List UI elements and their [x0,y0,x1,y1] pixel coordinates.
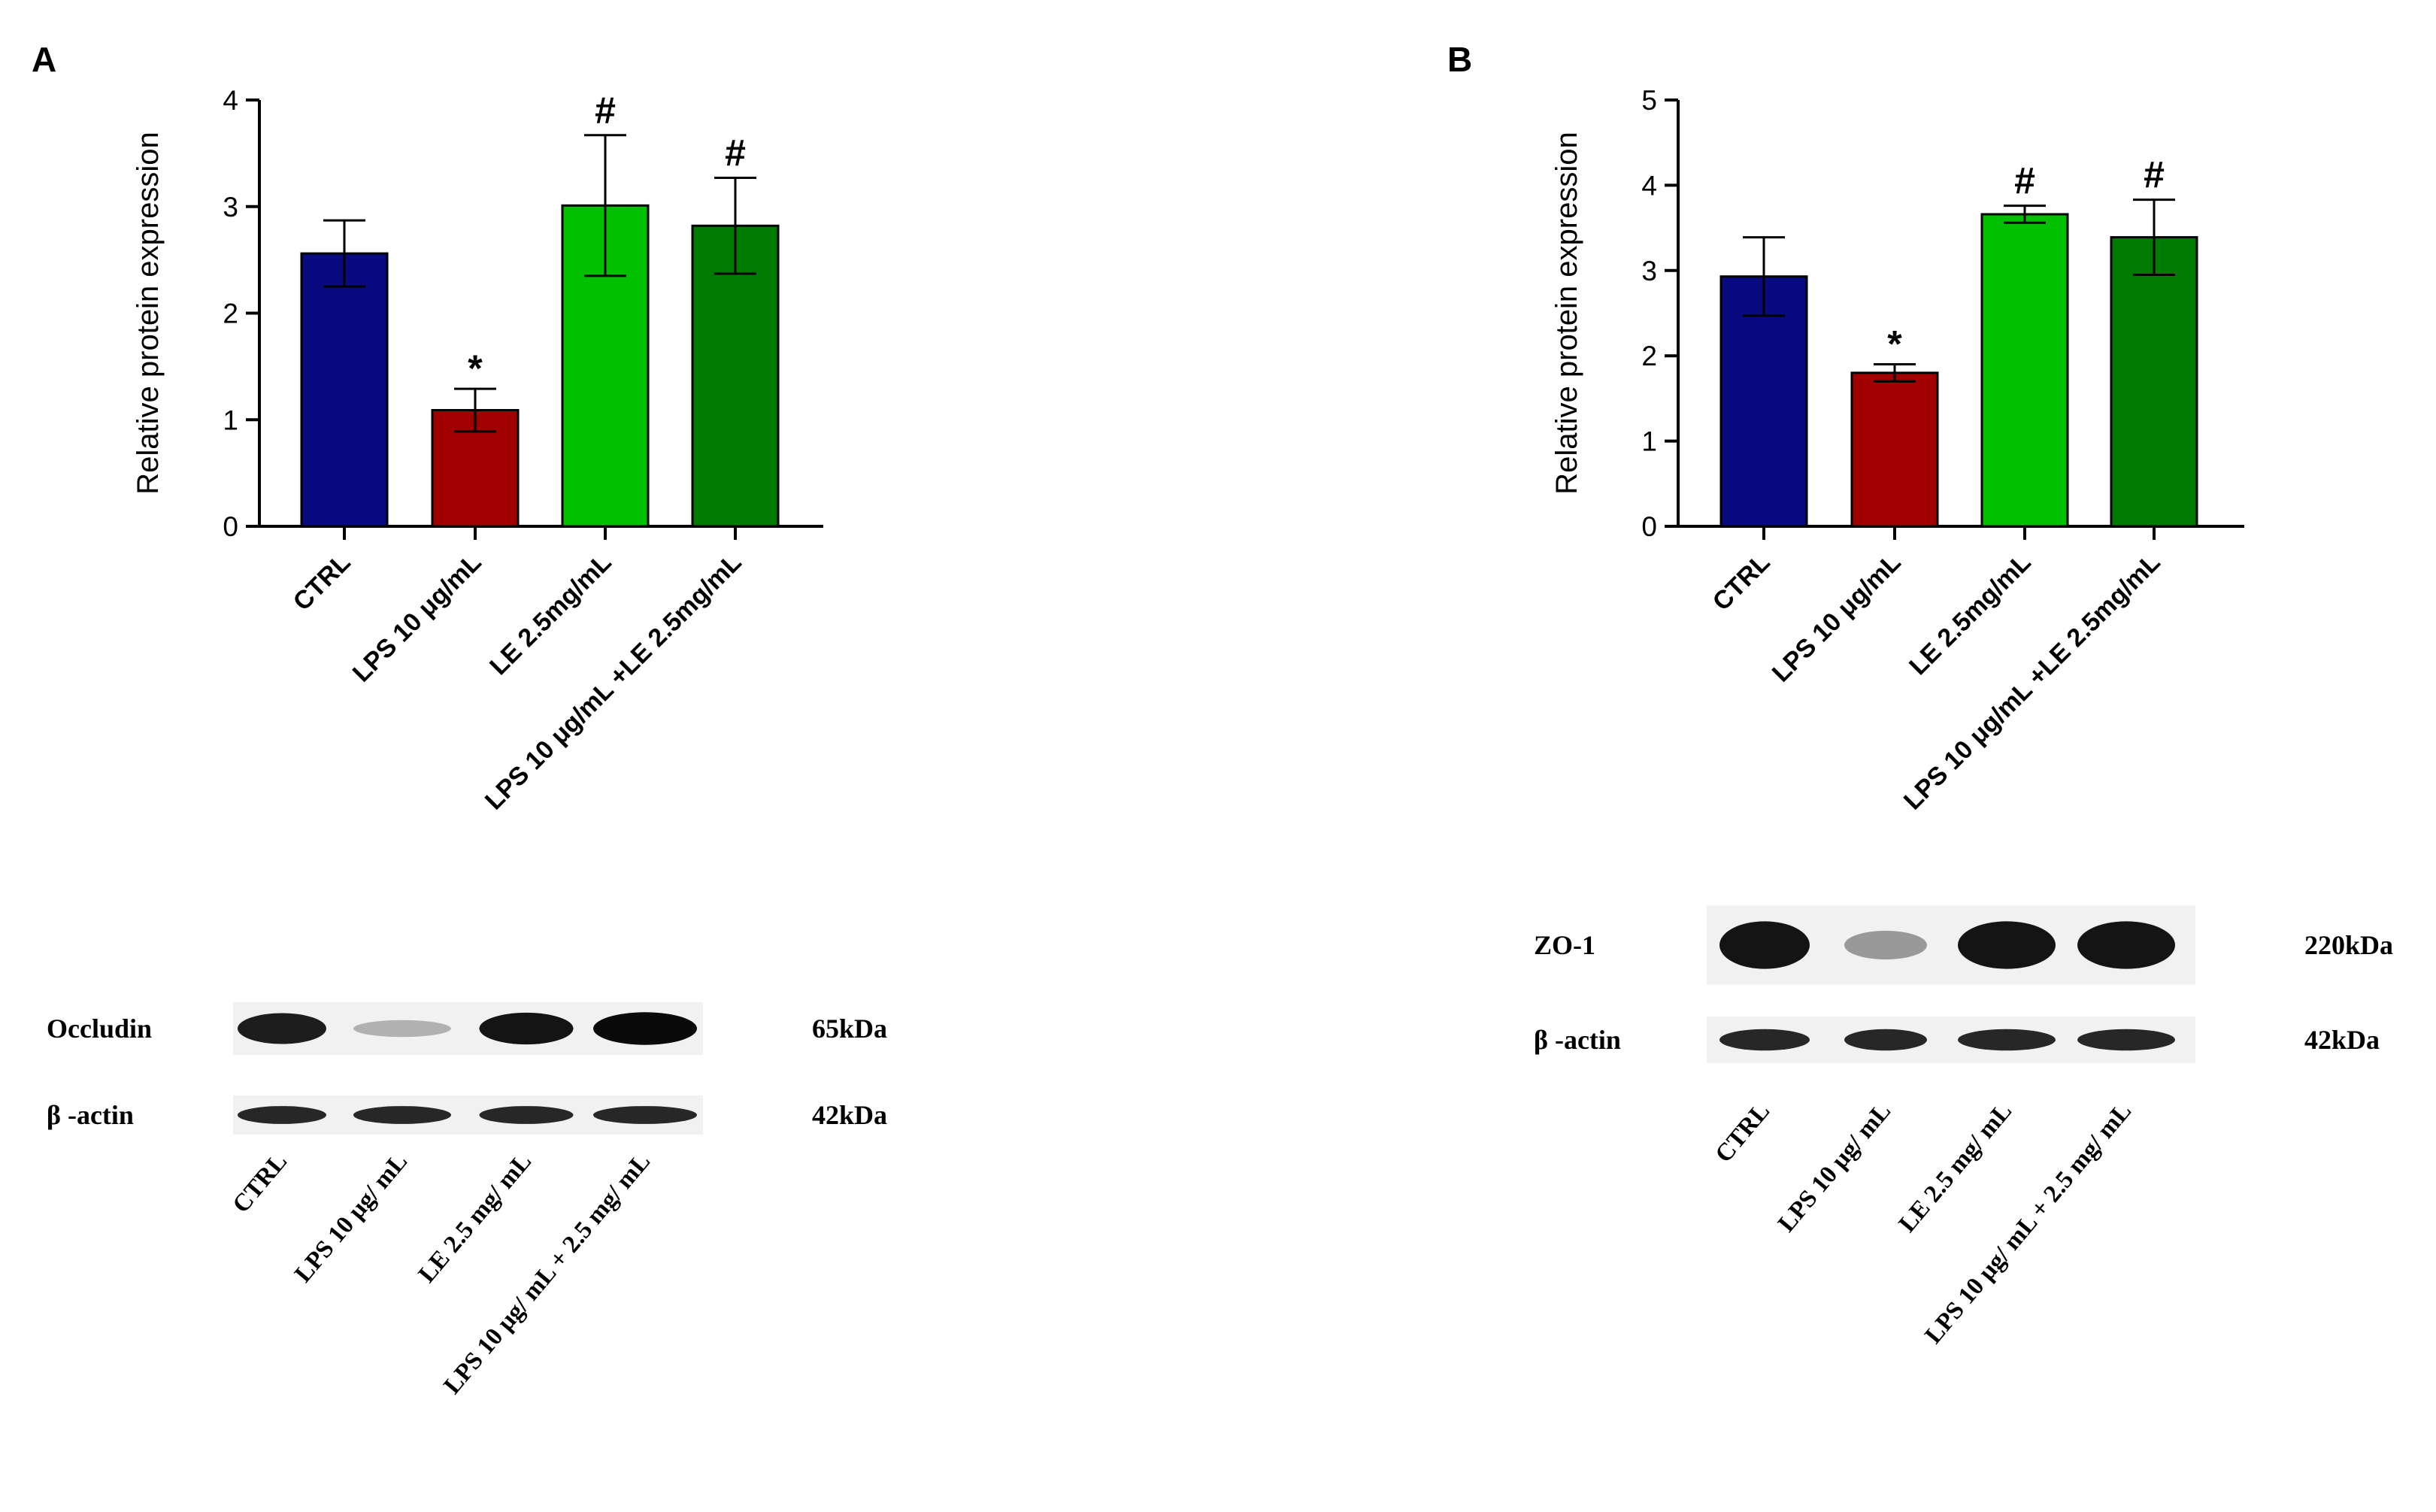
significance-marker: # [725,132,746,174]
x-tick-label: CTRL [1707,548,1776,617]
y-tick-label: 2 [1641,341,1657,371]
y-axis-label: Relative protein expression [1550,132,1583,494]
bar [1719,275,1808,528]
blot-kda-label: 65kDa [812,1014,887,1044]
panel-letter: A [32,40,56,79]
panel-b: B Relative protein expression 0 1 2 3 4 5 CTRL * L… [1447,40,2393,1349]
blot-lane-label: LPS 10 μg/ mL [289,1148,413,1288]
x-tick-label: LE 2.5mg/mL [484,548,617,681]
y-tick-label: 4 [1641,170,1657,201]
significance-marker: * [1887,323,1902,365]
blot-lane-label: CTRL [1710,1098,1776,1168]
blot-lane-label: LPS 10 μg/ mL [1773,1098,1896,1238]
blot-lane-label: LE 2.5 mg/ mL [1894,1098,2017,1238]
blot-band [479,1106,574,1124]
significance-marker: # [595,89,616,132]
y-tick-label: 1 [1641,426,1657,457]
y-tick-label: 5 [1641,85,1657,116]
blot-band [1958,1029,2056,1051]
y-tick-label: 2 [223,298,238,329]
blot-kda-label: 42kDa [812,1100,887,1130]
significance-marker: * [468,347,483,389]
significance-marker: # [2144,154,2165,196]
bar [691,224,780,528]
blot-protein-label: ZO-1 [1534,930,1595,960]
blot-lane-label: LPS 10 μg/ mL + 2.5 mg/ mL [1920,1098,2138,1349]
x-tick-label: LPS 10 μg/mL [1767,548,1907,688]
blot-band [2077,921,2175,969]
blot-band [238,1013,326,1044]
y-axis-label: Relative protein expression [132,132,165,494]
blot-lane-label: LPS 10 μg/ mL + 2.5 mg/ mL [439,1148,656,1399]
bar [1850,371,1939,528]
blot-band [593,1106,697,1124]
blot-protein-label: β -actin [47,1100,134,1130]
blot-protein-label: Occludin [47,1014,152,1044]
blot-protein-label: β -actin [1534,1025,1621,1055]
blot-band [2077,1029,2175,1051]
y-tick-label: 1 [223,405,238,435]
y-tick-label: 0 [1641,511,1657,542]
blot-band [479,1012,574,1045]
x-tick-label: CTRL [288,548,356,617]
significance-marker: # [2014,160,2035,202]
blot-lane-label: CTRL [228,1148,293,1218]
x-tick-label: LPS 10 μg/mL +LE 2.5mg/mL [480,548,747,816]
blot-band [1958,921,2056,969]
blot-band [1719,1029,1810,1051]
y-tick-label: 0 [223,511,238,542]
blot-band [1844,930,1927,960]
bar [300,252,389,528]
bar [2110,236,2198,528]
blot-kda-label: 42kDa [2304,1025,2380,1055]
blot-band [238,1106,326,1124]
x-tick-label: LPS 10 μg/mL [347,548,487,688]
blot-kda-label: 220kDa [2304,930,2393,960]
blot-band [1844,1029,1927,1051]
panel-letter: B [1447,40,1472,79]
bar [1980,213,2069,528]
blot-band [593,1012,697,1045]
panel-a: A Relative protein expression 0 1 2 3 4 CTRL * LP… [32,40,887,1399]
y-tick-label: 3 [1641,256,1657,286]
blot-band [353,1106,451,1124]
blot-band [353,1020,451,1038]
blot-band [1719,921,1810,969]
x-tick-label: LE 2.5mg/mL [1904,548,2037,681]
y-tick-label: 4 [223,85,238,116]
x-tick-label: LPS 10 μg/mL +LE 2.5mg/mL [1898,548,2166,816]
y-tick-label: 3 [223,192,238,223]
blot-lane-label: LE 2.5 mg/ mL [414,1148,537,1288]
